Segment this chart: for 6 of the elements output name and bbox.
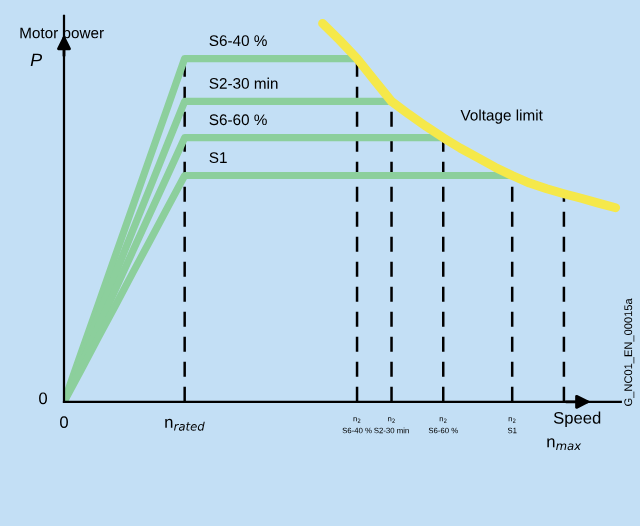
x-tick-label: n$_{max}$ xyxy=(547,438,582,451)
x-axis-title: Speed xyxy=(553,411,601,428)
text: 0 xyxy=(39,392,48,405)
x-tick-label: 0 xyxy=(60,416,68,428)
x-tick-label: n$_{rated}$ xyxy=(165,418,205,431)
y-axis-title: P xyxy=(30,53,43,67)
